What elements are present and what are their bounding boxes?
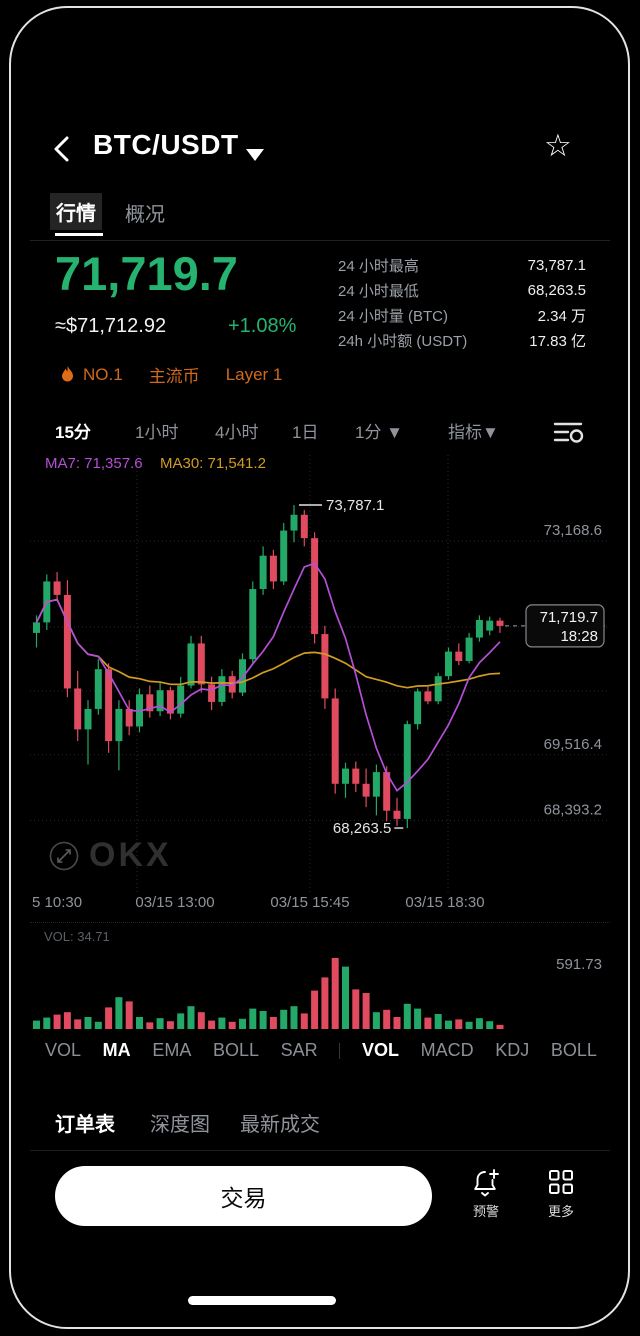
tab-order-book[interactable]: 订单表 [55, 1114, 115, 1136]
timeframe-15m[interactable]: 15分 [55, 423, 91, 442]
svg-text:68,393.2: 68,393.2 [544, 801, 602, 818]
bottom-tabs-divider [30, 1150, 610, 1151]
indicator-kdj[interactable]: KDJ [495, 1040, 530, 1060]
pair-title[interactable]: BTC/USDT [93, 129, 239, 160]
stats-panel: 24 小时最高 73,787.1 24 小时最低 68,263.5 24 小时量… [338, 253, 586, 353]
x-axis-label: 03/15 18:30 [405, 894, 485, 911]
stat-label: 24h 小时额 (USDT) [338, 333, 468, 350]
badge-rank[interactable]: NO.1 [83, 364, 123, 384]
tab-active-underline [55, 233, 103, 236]
indicator-separator [339, 1042, 341, 1059]
indicator-boll[interactable]: BOLL [212, 1040, 259, 1060]
indicator-sar[interactable]: SAR [280, 1040, 318, 1060]
ma7-value-label: MA7: 71,357.6 [45, 455, 143, 472]
indicator-macd[interactable]: MACD [420, 1040, 474, 1060]
flame-icon [60, 365, 75, 384]
pair-dropdown-caret-icon[interactable] [246, 149, 264, 161]
svg-text:73,787.1: 73,787.1 [326, 497, 384, 514]
stat-value: 68,263.5 [527, 282, 586, 299]
change-percent: +1.08% [228, 315, 297, 337]
watermark-logo-text: OKX [89, 836, 172, 874]
last-price: 71,719.7 [55, 247, 238, 300]
timeframe-1d[interactable]: 1日 [292, 423, 319, 442]
badge-layer1[interactable]: Layer 1 [225, 364, 283, 384]
svg-text:18:28: 18:28 [560, 628, 598, 645]
stat-row-volume-btc: 24 小时量 (BTC) 2.34 万 [338, 303, 586, 328]
timeframe-1h[interactable]: 1小时 [135, 423, 179, 442]
expand-icon[interactable] [48, 840, 80, 872]
svg-text:73,168.6: 73,168.6 [544, 522, 602, 539]
candle-svg: 73,168.671,702.869,516.468,393.273,787.1… [30, 455, 610, 892]
favorite-star-icon[interactable]: ☆ [544, 128, 572, 163]
stat-row-volume-usdt: 24h 小时额 (USDT) 17.83 亿 [338, 328, 586, 353]
indicator-vol-sub[interactable]: VOL [361, 1040, 399, 1060]
stat-label: 24 小时最低 [338, 283, 419, 300]
indicator-ma[interactable]: MA [102, 1040, 131, 1060]
x-axis: 5 10:30 03/15 13:00 03/15 15:45 03/15 18… [30, 894, 610, 916]
home-indicator[interactable] [188, 1296, 336, 1305]
volume-pane[interactable]: VOL: 34.71 591.73 [30, 922, 610, 1035]
svg-text:71,719.7: 71,719.7 [540, 609, 598, 626]
indicator-dropdown[interactable]: 指标▼ [448, 423, 499, 442]
svg-text:68,263.5: 68,263.5 [333, 820, 391, 837]
x-axis-label: 5 10:30 [32, 894, 83, 911]
indicator-vol-main[interactable]: VOL [45, 1040, 82, 1060]
stat-label: 24 小时最高 [338, 258, 419, 275]
svg-text:VOL: 34.71: VOL: 34.71 [44, 929, 110, 944]
alert-label: 预警 [472, 1204, 499, 1219]
stat-value: 17.83 亿 [529, 333, 586, 350]
phone-frame [9, 6, 630, 1329]
stat-row-low: 24 小时最低 68,263.5 [338, 278, 586, 303]
timeframe-4h[interactable]: 4小时 [215, 423, 259, 442]
svg-text:69,516.4: 69,516.4 [544, 736, 602, 753]
grid-more-icon [549, 1170, 573, 1194]
indicator-ema[interactable]: EMA [152, 1040, 192, 1060]
tab-overview[interactable]: 概况 [125, 204, 165, 226]
back-chevron-icon [54, 136, 69, 162]
volume-svg: VOL: 34.71 591.73 [33, 929, 602, 1029]
header-divider [30, 240, 610, 241]
chart-settings-icon [553, 422, 584, 443]
trade-button[interactable]: 交易 [55, 1166, 432, 1226]
stat-value: 73,787.1 [527, 257, 586, 274]
bell-plus-icon [474, 1169, 499, 1197]
x-axis-label: 03/15 13:00 [135, 894, 215, 911]
ma30-value-label: MA30: 71,541.2 [160, 455, 266, 472]
indicator-tabs: VOL MA EMA BOLL SAR VOL MACD KDJ BOLL [45, 1040, 597, 1061]
indicator-boll2[interactable]: BOLL [550, 1040, 597, 1060]
timeframe-more-dropdown[interactable]: 1分 ▼ [355, 423, 404, 442]
badge-mainstream[interactable]: 主流币 [148, 367, 200, 386]
back-button[interactable] [48, 133, 78, 165]
more-label: 更多 [547, 1204, 574, 1219]
fiat-price: ≈$71,712.92 [55, 315, 167, 337]
more-button[interactable]: 更多 [533, 1166, 589, 1220]
stat-label: 24 小时量 (BTC) [338, 308, 449, 325]
tab-quotes[interactable]: 行情 [50, 193, 102, 230]
candlestick-chart[interactable]: MA7: 71,357.6 MA30: 71,541.2 OKX 73,168.… [30, 450, 610, 897]
svg-text:591.73: 591.73 [556, 956, 602, 973]
tab-depth-chart[interactable]: 深度图 [150, 1114, 210, 1136]
alert-button[interactable]: 预警 [458, 1166, 514, 1220]
watermark: OKX [48, 836, 172, 875]
chart-settings-button[interactable] [551, 419, 585, 445]
badges-row: NO.1 主流币 Layer 1 [60, 362, 282, 387]
tab-latest-trades[interactable]: 最新成交 [240, 1114, 320, 1136]
stat-value: 2.34 万 [537, 308, 586, 325]
x-axis-label: 03/15 15:45 [270, 894, 350, 911]
stat-row-high: 24 小时最高 73,787.1 [338, 253, 586, 278]
